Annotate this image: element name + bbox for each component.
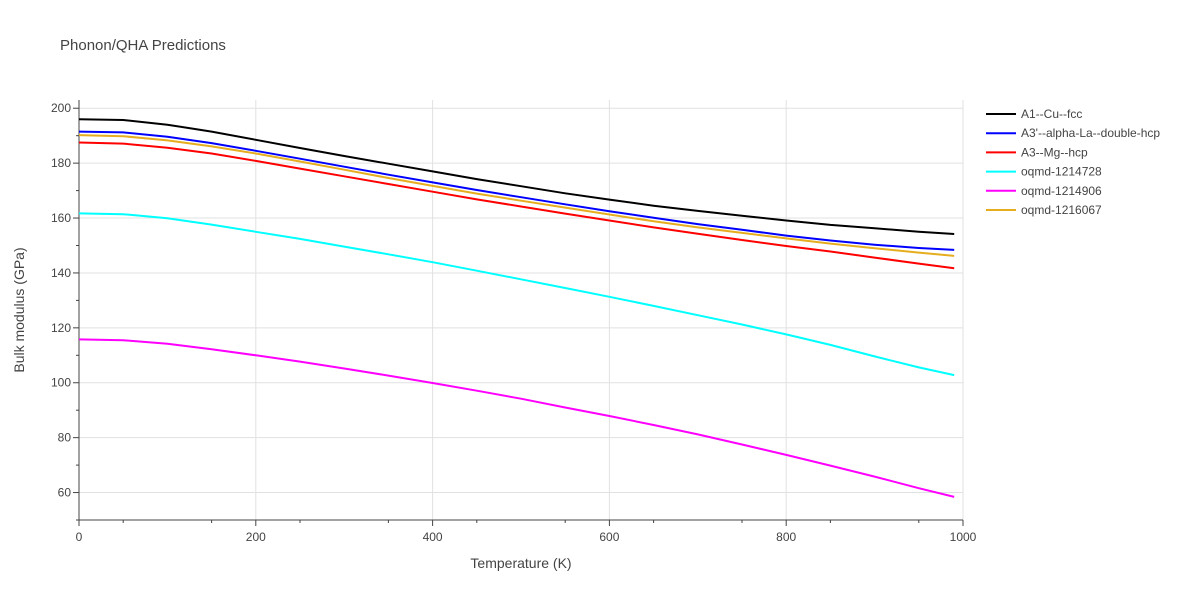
x-tick-label: 200 bbox=[246, 530, 266, 544]
x-tick-label: 800 bbox=[776, 530, 796, 544]
chart-title: Phonon/QHA Predictions bbox=[60, 37, 226, 54]
series-line-4 bbox=[78, 212, 955, 377]
y-tick-label: 60 bbox=[58, 486, 72, 500]
legend-label: oqmd-1214728 bbox=[1021, 165, 1102, 179]
y-tick-label: 100 bbox=[51, 376, 71, 390]
legend-label: A3'--alpha-La--double-hcp bbox=[1021, 126, 1160, 140]
grid-lines bbox=[79, 100, 964, 520]
y-axis-title: Bulk modulus (GPa) bbox=[11, 247, 27, 372]
series-line-5 bbox=[78, 338, 955, 498]
series-line-6 bbox=[78, 134, 955, 257]
series-line-2 bbox=[78, 130, 955, 251]
x-tick-label: 1000 bbox=[950, 530, 977, 544]
legend: A1--Cu--fcc A3'--alpha-La--double-hcp A3--… bbox=[986, 107, 1160, 217]
legend-label: oqmd-1214906 bbox=[1021, 184, 1102, 198]
legend-label: oqmd-1216067 bbox=[1021, 203, 1102, 217]
y-tick-label: 120 bbox=[51, 321, 71, 335]
y-tick-label: 80 bbox=[58, 431, 72, 445]
axes: 0 200 400 600 800 1000 60 80 100 120 140 160 180 200 bbox=[51, 100, 977, 544]
x-tick-label: 0 bbox=[76, 530, 83, 544]
y-tick-label: 140 bbox=[51, 266, 71, 280]
series-lines bbox=[78, 118, 955, 498]
x-tick-label: 400 bbox=[423, 530, 443, 544]
y-tick-label: 180 bbox=[51, 156, 71, 170]
legend-label: A1--Cu--fcc bbox=[1021, 107, 1082, 121]
series-line-1 bbox=[78, 118, 955, 235]
x-axis-title: Temperature (K) bbox=[470, 555, 571, 571]
y-tick-label: 160 bbox=[51, 211, 71, 225]
x-tick-label: 600 bbox=[599, 530, 619, 544]
legend-label: A3--Mg--hcp bbox=[1021, 145, 1088, 159]
series-line-3 bbox=[78, 141, 955, 270]
y-tick-label: 200 bbox=[51, 101, 71, 115]
